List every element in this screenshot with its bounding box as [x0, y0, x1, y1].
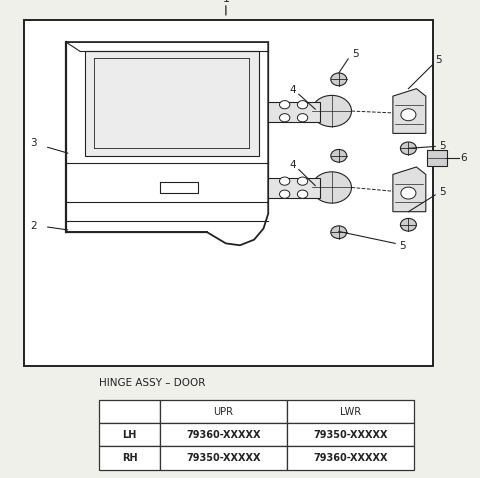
Text: 4: 4	[289, 160, 296, 170]
Circle shape	[401, 187, 416, 199]
Text: 4: 4	[289, 85, 296, 95]
Bar	[24, 20, 433, 367]
Text: RH: RH	[121, 453, 137, 463]
Text: 5: 5	[352, 49, 359, 59]
Text: 5: 5	[439, 141, 445, 151]
Circle shape	[279, 114, 290, 122]
Circle shape	[331, 226, 347, 239]
Text: 2: 2	[31, 220, 37, 230]
Circle shape	[298, 114, 308, 122]
Circle shape	[298, 100, 308, 109]
Bar	[99, 424, 160, 446]
Bar	[160, 446, 287, 469]
Bar	[160, 424, 287, 446]
Circle shape	[312, 172, 351, 203]
Text: HINGE ASSY – DOOR: HINGE ASSY – DOOR	[99, 378, 205, 388]
Circle shape	[279, 177, 290, 185]
Circle shape	[331, 150, 347, 162]
Text: 79360-XXXXX: 79360-XXXXX	[313, 453, 388, 463]
Bar	[99, 446, 160, 469]
FancyBboxPatch shape	[427, 150, 447, 166]
Polygon shape	[393, 167, 426, 212]
Text: 5: 5	[399, 241, 406, 251]
Polygon shape	[268, 102, 320, 122]
Polygon shape	[393, 89, 426, 133]
Circle shape	[279, 100, 290, 109]
Text: 5: 5	[435, 55, 442, 65]
Circle shape	[401, 109, 416, 121]
Circle shape	[298, 177, 308, 185]
Circle shape	[331, 73, 347, 86]
Text: UPR: UPR	[214, 407, 234, 417]
Circle shape	[312, 96, 351, 127]
Bar	[287, 400, 414, 424]
Bar	[287, 446, 414, 469]
Polygon shape	[66, 42, 268, 245]
Bar	[99, 400, 160, 424]
Circle shape	[400, 218, 416, 231]
Polygon shape	[268, 178, 320, 198]
Text: 79360-XXXXX: 79360-XXXXX	[186, 430, 261, 440]
Text: LH: LH	[122, 430, 137, 440]
Text: 1: 1	[222, 0, 229, 4]
Polygon shape	[85, 52, 259, 156]
Circle shape	[298, 190, 308, 198]
Text: 79350-XXXXX: 79350-XXXXX	[186, 453, 261, 463]
Text: LWR: LWR	[340, 407, 361, 417]
Text: 79350-XXXXX: 79350-XXXXX	[313, 430, 388, 440]
Bar	[160, 400, 287, 424]
Bar	[287, 424, 414, 446]
Text: 6: 6	[460, 153, 467, 163]
Circle shape	[279, 190, 290, 198]
Text: 3: 3	[31, 139, 37, 149]
Text: 5: 5	[439, 187, 445, 197]
Circle shape	[400, 142, 416, 155]
